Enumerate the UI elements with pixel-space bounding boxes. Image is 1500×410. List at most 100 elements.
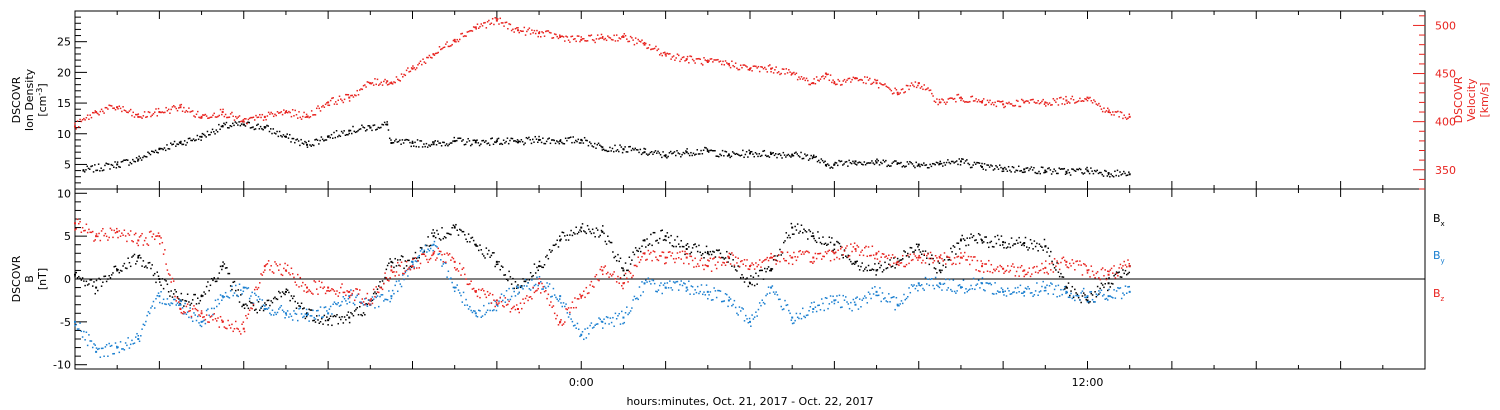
scatter-dot — [961, 158, 963, 160]
scatter-dot — [302, 115, 304, 118]
scatter-dot — [989, 282, 991, 284]
scatter-dot — [1120, 297, 1123, 300]
scatter-dot — [976, 283, 979, 285]
scatter-dot — [137, 160, 139, 162]
scatter-dot — [712, 298, 714, 301]
scatter-dot — [626, 269, 628, 272]
scatter-dot — [979, 270, 981, 273]
scatter-dot — [818, 80, 820, 82]
scatter-dot — [517, 308, 519, 310]
scatter-dot — [722, 60, 724, 63]
scatter-dot — [357, 293, 360, 295]
scatter-dot — [407, 259, 409, 262]
scatter-dot — [515, 140, 518, 143]
scatter-dot — [290, 141, 292, 143]
scatter-dot — [162, 111, 165, 114]
scatter-dot — [485, 247, 488, 249]
scatter-dot — [1080, 301, 1082, 304]
scatter-dot — [702, 64, 704, 66]
scatter-dot — [1113, 265, 1115, 267]
scatter-dot — [1004, 105, 1006, 108]
scatter-dot — [1055, 265, 1057, 267]
scatter-dot — [1077, 296, 1080, 299]
scatter-dot — [216, 131, 219, 133]
scatter-dot — [298, 308, 300, 310]
scatter-dot — [289, 111, 291, 114]
scatter-dot — [884, 297, 886, 299]
scatter-dot — [531, 275, 533, 278]
scatter-dot — [318, 280, 321, 282]
scatter-dot — [305, 315, 308, 318]
scatter-dot — [894, 87, 896, 90]
scatter-dot — [299, 116, 302, 119]
scatter-dot — [341, 99, 343, 102]
scatter-dot — [163, 147, 166, 149]
scatter-dot — [433, 232, 436, 234]
scatter-dot — [157, 152, 159, 154]
scatter-dot — [109, 104, 112, 107]
scatter-dot — [129, 108, 132, 111]
scatter-dot — [228, 324, 231, 327]
scatter-dot — [531, 29, 533, 31]
scatter-dot — [429, 145, 431, 147]
scatter-dot — [277, 135, 280, 138]
scatter-dot — [1100, 108, 1103, 110]
scatter-dot — [403, 73, 405, 76]
scatter-dot — [918, 164, 920, 167]
scatter-dot — [147, 151, 149, 153]
data-point — [538, 32, 541, 35]
scatter-dot — [624, 262, 627, 264]
scatter-dot — [395, 76, 398, 78]
scatter-dot — [119, 235, 122, 237]
scatter-dot — [247, 307, 250, 310]
scatter-dot — [237, 295, 240, 298]
scatter-dot — [618, 150, 620, 153]
scatter-dot — [671, 244, 674, 247]
scatter-dot — [417, 259, 419, 262]
scatter-dot — [533, 284, 536, 287]
scatter-dot — [781, 308, 784, 311]
scatter-dot — [496, 138, 499, 140]
scatter-dot — [612, 251, 614, 253]
scatter-dot — [829, 295, 832, 297]
scatter-dot — [560, 238, 562, 240]
data-point — [453, 286, 456, 289]
scatter-dot — [1014, 287, 1017, 289]
scatter-dot — [619, 277, 622, 279]
scatter-dot — [909, 246, 912, 249]
scatter-dot — [476, 245, 479, 247]
scatter-dot — [294, 281, 296, 283]
data-point — [453, 38, 456, 41]
scatter-dot — [396, 290, 399, 293]
scatter-dot — [328, 317, 331, 320]
scatter-dot — [109, 345, 112, 347]
scatter-dot — [970, 96, 972, 98]
scatter-dot — [851, 309, 853, 312]
scatter-dot — [799, 312, 801, 315]
scatter-dot — [348, 100, 351, 102]
scatter-dot — [1108, 288, 1110, 291]
scatter-dot — [661, 229, 663, 231]
scatter-dot — [1022, 270, 1024, 272]
scatter-dot — [351, 132, 353, 135]
scatter-dot — [1071, 285, 1074, 288]
scatter-dot — [796, 78, 799, 81]
scatter-dot — [626, 306, 628, 308]
scatter-dot — [386, 299, 389, 301]
scatter-dot — [512, 277, 514, 280]
scatter-dot — [656, 239, 658, 242]
scatter-dot — [413, 145, 415, 147]
scatter-dot — [1082, 173, 1085, 175]
scatter-dot — [1064, 173, 1067, 176]
scatter-dot — [926, 254, 928, 257]
scatter-dot — [89, 168, 91, 170]
scatter-dot — [518, 311, 520, 314]
scatter-dot — [126, 267, 128, 270]
scatter-dot — [75, 323, 78, 326]
scatter-dot — [299, 276, 302, 279]
scatter-dot — [410, 67, 413, 69]
scatter-dot — [986, 241, 989, 244]
scatter-dot — [964, 160, 967, 162]
scatter-dot — [642, 252, 645, 255]
scatter-dot — [376, 288, 379, 290]
